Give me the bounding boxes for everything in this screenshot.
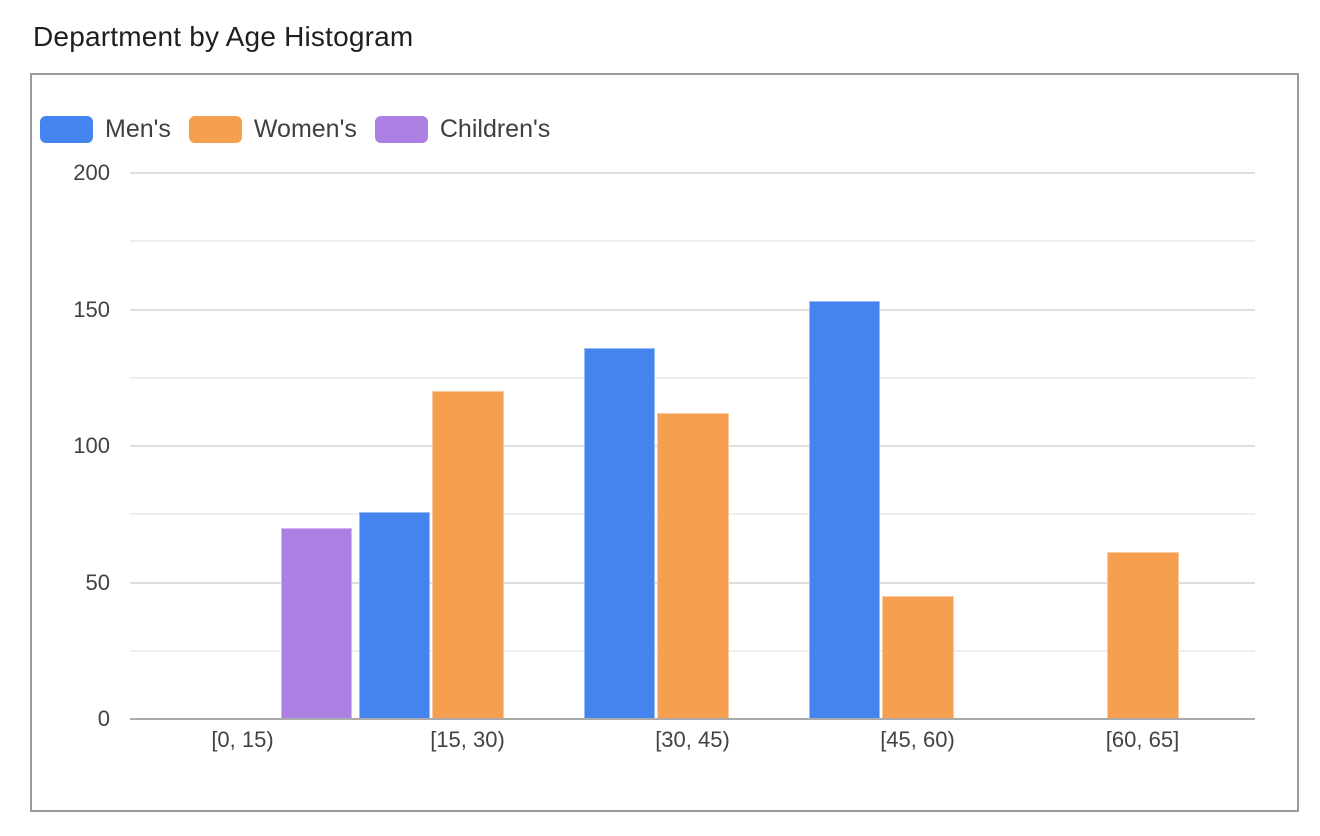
- gridline-major: [130, 308, 1255, 311]
- gridline-minor: [130, 240, 1255, 243]
- legend-label: Men's: [105, 115, 171, 143]
- legend-label: Women's: [253, 115, 357, 143]
- x-axis-category-label: [60, 65]: [1105, 727, 1180, 752]
- y-axis-tick-label: 50: [85, 569, 110, 595]
- legend-swatch-men-s: [40, 116, 93, 143]
- legend-swatch-children-s: [374, 116, 428, 143]
- bar-women-s[interactable]: [1107, 552, 1179, 719]
- chart-legend: Men's Women's Children's: [40, 115, 550, 144]
- bar-women-s[interactable]: [657, 413, 729, 719]
- bar-men-s[interactable]: [808, 301, 880, 719]
- legend-item-men-s[interactable]: Men's: [40, 115, 171, 144]
- chart-frame: Men's Women's Children's 0 50 100 150 200 [0, 1…: [30, 73, 1299, 812]
- y-axis-tick-label: 150: [73, 296, 110, 322]
- bar-men-s[interactable]: [358, 511, 430, 719]
- chart-title: Department by Age Histogram: [33, 21, 414, 52]
- x-axis-line: [130, 718, 1255, 720]
- y-axis-tick-label: 100: [73, 433, 110, 458]
- x-axis-category-label: [0, 15): [211, 727, 274, 752]
- x-axis-category-label: [45, 60): [880, 727, 955, 752]
- y-axis-tick-label: 200: [73, 160, 110, 185]
- gridline-major: [130, 172, 1255, 174]
- bar-women-s[interactable]: [432, 391, 504, 719]
- gridline-minor: [130, 376, 1255, 379]
- bar-men-s[interactable]: [583, 347, 655, 719]
- legend-item-children-s[interactable]: Children's: [374, 115, 551, 144]
- legend-label: Children's: [439, 115, 551, 143]
- bar-children-s[interactable]: [280, 527, 352, 719]
- legend-item-women-s[interactable]: Women's: [188, 115, 357, 144]
- x-axis-category-label: [15, 30): [430, 727, 505, 752]
- x-axis-category-label: [30, 45): [655, 727, 730, 752]
- legend-swatch-women-s: [188, 116, 242, 143]
- y-axis-tick-label: 0: [97, 706, 110, 731]
- bar-women-s[interactable]: [882, 596, 954, 719]
- plot-area: 0 50 100 150 200 [0, 15) [15, 30) [30, 45) [45, …: [32, 75, 1297, 810]
